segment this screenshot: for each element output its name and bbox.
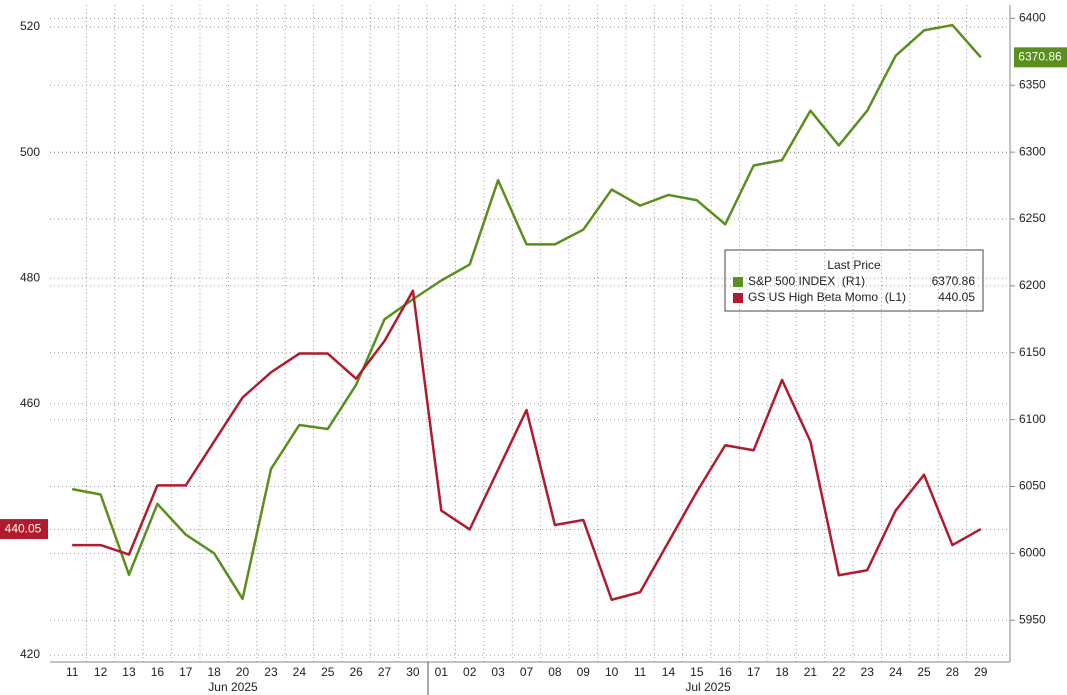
month-label: Jul 2025 — [685, 680, 731, 694]
y2-tick-label: 6350 — [1019, 77, 1046, 91]
y2-tick-label: 5950 — [1019, 612, 1046, 626]
x-tick-label: 30 — [406, 665, 420, 679]
x-tick-label: 25 — [917, 665, 931, 679]
y2-tick-label: 6000 — [1019, 546, 1046, 560]
series-line — [72, 289, 982, 601]
x-tick-label: 26 — [349, 665, 363, 679]
y-tick-label: 480 — [20, 270, 40, 284]
x-tick-label: 13 — [122, 665, 136, 679]
x-tick-label: 17 — [747, 665, 761, 679]
legend: Last Price — [724, 249, 984, 312]
x-tick-label: 10 — [605, 665, 619, 679]
legend-swatch — [733, 293, 743, 303]
x-tick-label: 02 — [463, 665, 477, 679]
last-price-label: 6370.86 — [1018, 50, 1062, 64]
series-line — [71, 23, 982, 601]
y-tick-label: 500 — [20, 145, 40, 159]
y2-tick-label: 6300 — [1019, 144, 1046, 158]
x-tick-label: 23 — [861, 665, 875, 679]
y2-tick-label: 6400 — [1019, 11, 1046, 25]
y-tick-label: 520 — [20, 19, 40, 33]
x-tick-label: 29 — [974, 665, 988, 679]
x-tick-label: 18 — [207, 665, 221, 679]
legend-label: GS US High Beta Momo (L1) — [748, 290, 906, 304]
y2-tick-label: 6050 — [1019, 479, 1046, 493]
x-tick-label: 16 — [719, 665, 733, 679]
legend-title: Last Price — [827, 258, 881, 272]
x-tick-label: 20 — [236, 665, 250, 679]
y-tick-label: 420 — [20, 647, 40, 661]
last-price-tag — [1014, 47, 1067, 68]
x-tick-label: 21 — [804, 665, 818, 679]
x-tick-label: 23 — [264, 665, 278, 679]
y2-tick-label: 6100 — [1019, 412, 1046, 426]
x-tick-label: 17 — [179, 665, 193, 679]
x-tick-label: 27 — [378, 665, 392, 679]
x-tick-label: 22 — [832, 665, 846, 679]
x-tick-label: 11 — [66, 665, 79, 679]
x-tick-label: 28 — [946, 665, 960, 679]
x-tick-label: 11 — [634, 665, 647, 679]
x-tick-label: 24 — [293, 665, 307, 679]
legend-box — [724, 249, 984, 312]
x-tick-label: 25 — [321, 665, 335, 679]
y2-tick-label: 6250 — [1019, 211, 1046, 225]
y-tick-label: 460 — [20, 396, 40, 410]
x-tick-label: 24 — [889, 665, 903, 679]
x-tick-label: 07 — [520, 665, 534, 679]
legend-value: 440.05 — [938, 290, 975, 304]
x-tick-label: 15 — [690, 665, 704, 679]
x-tick-label: 18 — [775, 665, 789, 679]
x-tick-label: 03 — [491, 665, 505, 679]
x-tick-label: 12 — [94, 665, 108, 679]
last-price-label: 440.05 — [5, 521, 42, 535]
x-tick-label: 16 — [151, 665, 165, 679]
last-price-tag — [0, 519, 48, 540]
x-tick-label: 14 — [662, 665, 676, 679]
y2-tick-label: 6200 — [1019, 278, 1046, 292]
x-tick-label: 08 — [548, 665, 562, 679]
legend-value: 6370.86 — [932, 274, 976, 288]
x-tick-label: 09 — [577, 665, 591, 679]
legend-label: S&P 500 INDEX (R1) — [748, 274, 865, 288]
y2-tick-label: 6150 — [1019, 345, 1046, 359]
legend-swatch — [733, 277, 743, 287]
x-tick-label: 01 — [435, 665, 449, 679]
month-label: Jun 2025 — [208, 680, 258, 694]
